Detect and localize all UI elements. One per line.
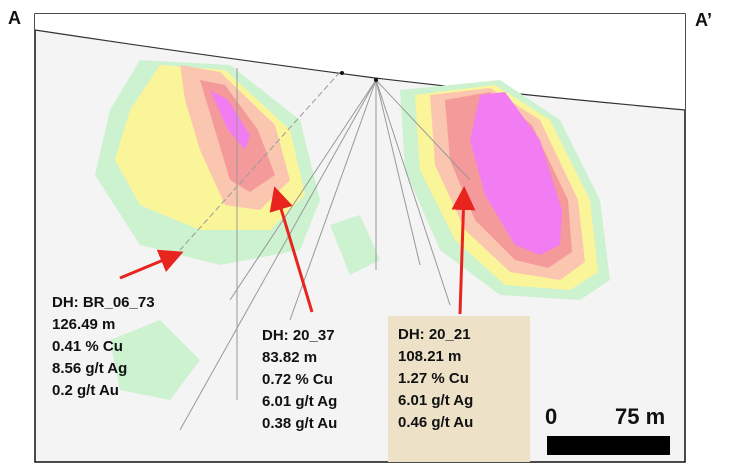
- drillhole-length: 108.21 m: [398, 348, 462, 365]
- shell-peak-left: [210, 90, 250, 150]
- collar-dot: [340, 71, 344, 75]
- drill-trace: [375, 79, 471, 181]
- collar-dot: [374, 78, 378, 82]
- drill-trace: [179, 79, 377, 431]
- topography-line: [34, 29, 686, 111]
- drillhole-cu: 1.27 % Cu: [398, 370, 469, 387]
- scale-start-label: 0: [545, 404, 558, 429]
- arrow-br-06-73: [119, 249, 184, 280]
- shell-low-left-lower: [110, 320, 200, 400]
- drillhole-au: 0.2 g/t Au: [52, 382, 119, 399]
- arrow-20-37: [269, 186, 314, 313]
- callout-20-37: DH: 20_37 83.82 m 0.72 % Cu 6.01 g/t Ag …: [262, 325, 337, 435]
- shell-peak-right: [470, 92, 562, 255]
- drillhole-length: 126.49 m: [52, 316, 116, 333]
- drillhole-length: 83.82 m: [262, 349, 318, 366]
- grade-shell-right: [400, 80, 610, 300]
- section-start-label: A: [8, 8, 21, 28]
- drill-traces: [179, 68, 471, 431]
- scale-bar: [547, 436, 670, 455]
- drillhole-ag: 6.01 g/t Ag: [262, 393, 338, 410]
- drillhole-au: 0.46 g/t Au: [398, 414, 474, 431]
- drillhole-ag: 6.01 g/t Ag: [398, 392, 474, 409]
- drill-trace: [375, 79, 451, 306]
- drillhole-cu: 0.41 % Cu: [52, 338, 123, 355]
- sky-area: [35, 14, 685, 110]
- drillhole-id: DH: 20_37: [262, 327, 335, 344]
- drillhole-au: 0.38 g/t Au: [262, 415, 338, 432]
- scale-end-label: 75 m: [615, 404, 666, 429]
- arrow-20-21: [451, 186, 476, 315]
- shell-low-center: [330, 215, 380, 275]
- drillhole-ag: 8.56 g/t Ag: [52, 360, 128, 377]
- drill-trace: [179, 71, 341, 251]
- callout-br-06-73: DH: BR_06_73 126.49 m 0.41 % Cu 8.56 g/t…: [52, 292, 155, 402]
- drill-trace: [375, 79, 421, 266]
- drillhole-id: DH: BR_06_73: [52, 294, 155, 311]
- drillhole-id: DH: 20_21: [398, 326, 471, 343]
- drill-trace: [229, 79, 377, 301]
- section-end-label: A’: [695, 10, 713, 30]
- grade-shell-left: [95, 60, 380, 400]
- drill-trace: [289, 79, 377, 321]
- callout-20-21: DH: 20_21 108.21 m 1.27 % Cu 6.01 g/t Ag…: [388, 316, 530, 462]
- drillhole-cu: 0.72 % Cu: [262, 371, 333, 388]
